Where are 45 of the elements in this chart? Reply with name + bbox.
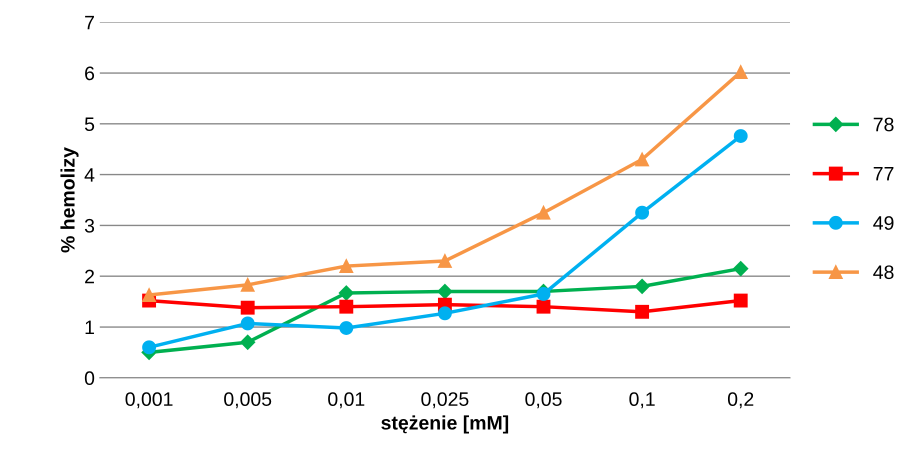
point [536,287,550,301]
legend-label: 77 [874,167,894,180]
legend-label: 49 [873,216,894,230]
point [240,300,255,315]
point [635,206,650,220]
point [734,129,748,143]
y-tick-label: 2 [85,270,94,284]
x-tick-label: 0,05 [525,392,562,408]
point [733,261,748,276]
y-tick-label: 1 [86,320,94,334]
legend-label: 78 [874,118,894,132]
point [536,300,550,314]
point [240,278,255,292]
y-tick-label: 5 [84,117,94,132]
point [339,321,354,335]
point [339,300,354,314]
legend-label: 48 [873,265,894,280]
point [338,285,354,301]
y-axis-title: % hemolizy [60,147,79,252]
point [142,340,156,354]
point [635,304,650,319]
point [438,306,452,320]
y-tick-label: 6 [85,66,94,80]
y-tick-label: 7 [85,16,94,30]
point [734,65,748,79]
x-tick-label: 0,01 [328,392,364,408]
x-tick-label: 0,025 [421,392,468,408]
point [240,316,255,330]
point [142,288,156,302]
y-tick-label: 0 [84,371,94,386]
x-tick-label: 0,005 [224,392,272,408]
point [536,206,550,220]
x-tick-label: 0,1 [629,392,655,408]
point [438,254,452,268]
point [240,334,256,350]
x-tick-label: 0,001 [126,392,172,408]
point [437,284,452,300]
point [634,278,650,294]
y-tick-label: 3 [84,218,94,233]
x-axis-title: stężenie [mM] [381,415,508,434]
y-tick-label: 4 [84,168,94,182]
point [635,152,650,166]
point [339,259,354,273]
point [734,294,748,308]
x-tick-label: 0,2 [728,392,754,408]
